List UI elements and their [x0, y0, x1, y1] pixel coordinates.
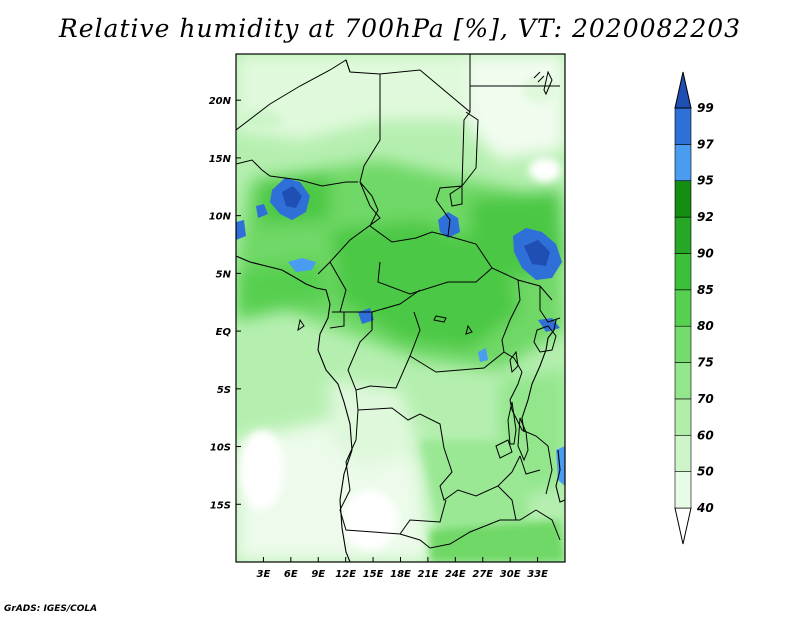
- lat-tick-label: 15N: [209, 154, 232, 165]
- patch-cameroon-core: [282, 186, 302, 208]
- patch-small: [478, 348, 488, 362]
- lon-tick-label: 18E: [390, 569, 411, 580]
- longitude-axis: 3E 6E 9E 12E 15E 18E 21E 24E 27E 30E 33E: [257, 557, 548, 580]
- colorbar-label: 92: [697, 210, 714, 224]
- colorbar-segment: [674, 325, 692, 363]
- lat-tick-label: 5S: [217, 385, 231, 396]
- lon-tick-label: 12E: [335, 569, 356, 580]
- patch-ethiopia-core: [524, 240, 550, 266]
- credit-label: GrADS: IGES/COLA: [4, 604, 98, 614]
- field-northeast-dry: [470, 54, 565, 160]
- colorbar-segment: [674, 362, 692, 400]
- colorbar-segment: [674, 144, 692, 182]
- colorbar-label: 90: [697, 246, 714, 260]
- colorbar-segment: [674, 398, 692, 436]
- colorbar-upper-arrow: [674, 71, 692, 109]
- humidity-field: [236, 54, 565, 562]
- colorbar-segment: [674, 289, 692, 327]
- lat-tick-label: 5N: [216, 269, 232, 280]
- lakes: [297, 70, 557, 462]
- field-ne-patch: [522, 76, 558, 104]
- lat-tick-label: EQ: [216, 327, 232, 338]
- field-sahara-dry: [236, 54, 470, 140]
- colorbar-label: 70: [697, 392, 714, 406]
- lon-tick-label: 3E: [257, 569, 271, 580]
- lon-tick-label: 33E: [527, 569, 548, 580]
- colorbar-label: 40: [696, 501, 714, 515]
- colorbar: 40 50 60 70 75 80 85 90 92 95 97 99: [674, 71, 714, 545]
- colorbar-label: 60: [697, 428, 714, 442]
- lat-tick-label: 20N: [209, 96, 232, 107]
- lat-tick-label: 15S: [210, 500, 231, 511]
- colorbar-label: 99: [697, 101, 714, 115]
- field-nw-patch: [242, 110, 282, 130]
- field-south-moist: [430, 520, 565, 562]
- lon-tick-label: 30E: [500, 569, 521, 580]
- colorbar-label: 95: [697, 174, 714, 188]
- lat-tick-label: 10N: [209, 212, 232, 223]
- lon-tick-label: 9E: [311, 569, 325, 580]
- coastline: [236, 255, 565, 562]
- colorbar-lower-arrow: [674, 507, 692, 545]
- lon-tick-label: 6E: [284, 569, 298, 580]
- field-gulf-guinea: [236, 260, 330, 320]
- lon-tick-label: 24E: [445, 569, 466, 580]
- colorbar-label: 80: [697, 319, 714, 333]
- colorbar-segment: [674, 216, 692, 254]
- country-boundaries: [236, 54, 561, 549]
- colorbar-segment: [674, 107, 692, 145]
- colorbar-segment: [674, 434, 692, 472]
- dry-spots: [240, 158, 561, 550]
- colorbar-label: 85: [697, 283, 714, 297]
- field-zambia-moist: [420, 440, 530, 530]
- colorbar-label: 50: [697, 465, 714, 479]
- colorbar-segment: [674, 471, 692, 509]
- field-central-core: [330, 220, 520, 350]
- colorbar-label: 75: [697, 356, 714, 370]
- saturated-patches: [236, 178, 565, 486]
- colorbar-segment: [674, 253, 692, 291]
- lon-tick-label: 15E: [363, 569, 384, 580]
- patch-cameroon-west: [256, 204, 268, 218]
- lon-tick-label: 27E: [472, 569, 493, 580]
- latitude-axis: 20N 15N 10N 5N EQ 5S 10S 15S: [209, 96, 241, 511]
- colorbar-segment: [674, 180, 692, 218]
- patch-west-edge: [236, 220, 246, 240]
- map-title: Relative humidity at 700hPa [%], VT: 202…: [58, 14, 742, 43]
- patch-coast: [288, 258, 316, 272]
- lat-tick-label: 10S: [210, 443, 231, 454]
- colorbar-label: 97: [697, 137, 714, 151]
- lon-tick-label: 21E: [418, 569, 439, 580]
